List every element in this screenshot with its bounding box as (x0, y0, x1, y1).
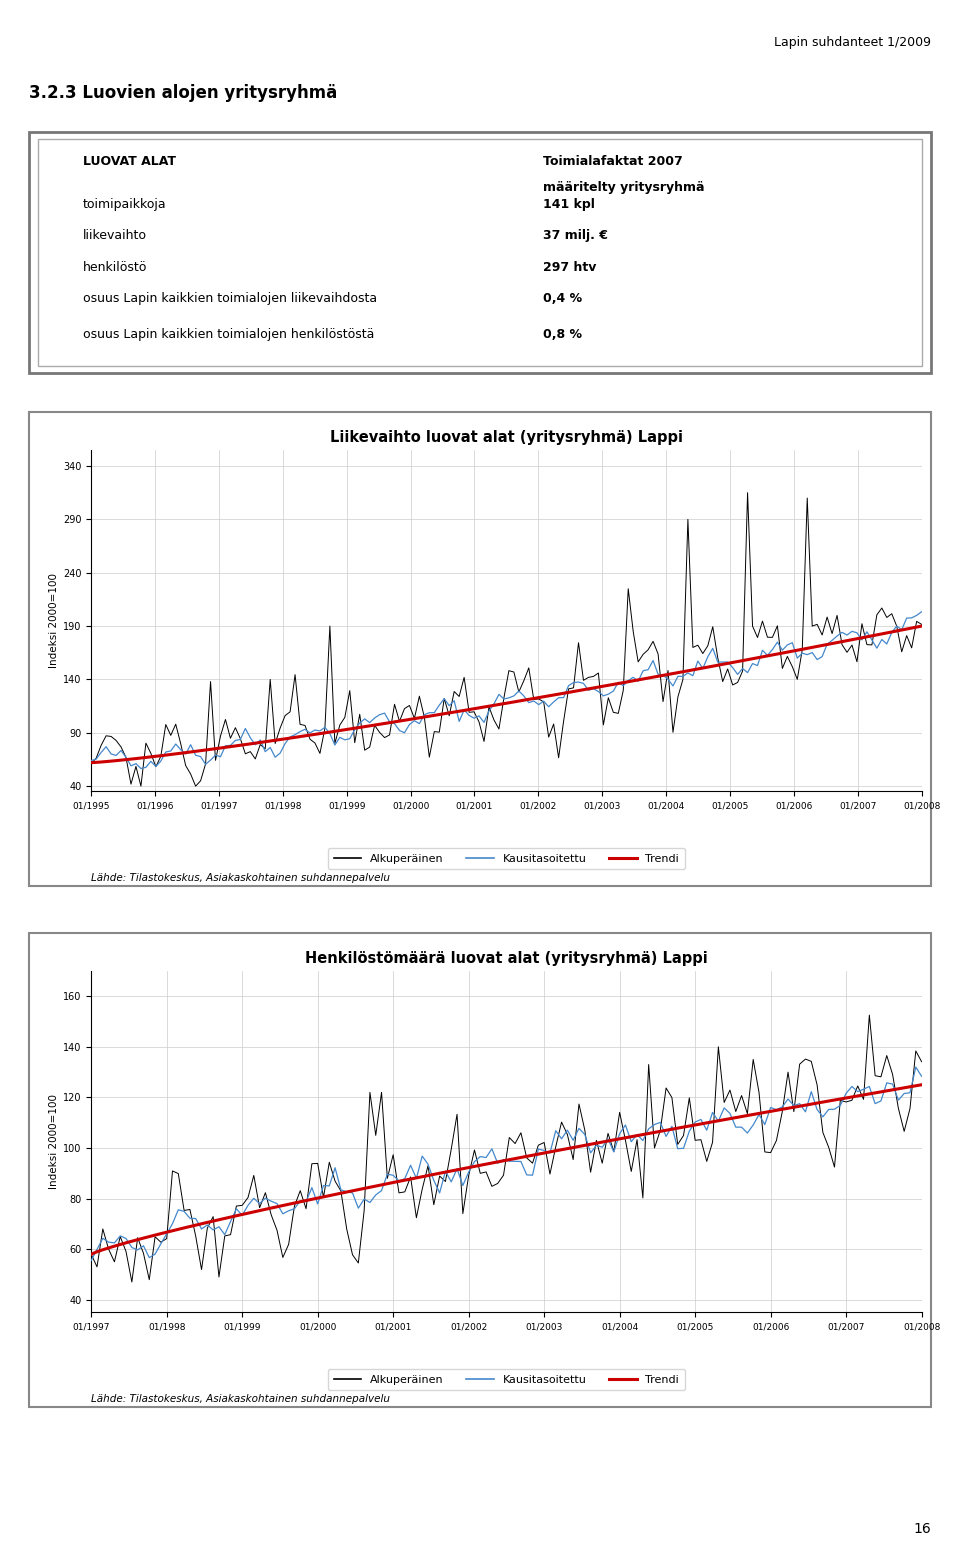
Text: Lapin suhdanteet 1/2009: Lapin suhdanteet 1/2009 (774, 36, 931, 50)
Text: osuus Lapin kaikkien toimialojen liikevaihdosta: osuus Lapin kaikkien toimialojen liikeva… (83, 292, 377, 305)
Text: 16: 16 (914, 1522, 931, 1536)
Text: Lähde: Tilastokeskus, Asiakaskohtainen suhdannepalvelu: Lähde: Tilastokeskus, Asiakaskohtainen s… (91, 874, 390, 883)
Text: Toimialafaktat 2007: Toimialafaktat 2007 (543, 154, 683, 168)
Y-axis label: Indeksi 2000=100: Indeksi 2000=100 (49, 1095, 59, 1190)
Y-axis label: Indeksi 2000=100: Indeksi 2000=100 (49, 574, 59, 669)
Legend: Alkuperäinen, Kausitasoitettu, Trendi: Alkuperäinen, Kausitasoitettu, Trendi (328, 1370, 684, 1390)
Text: 3.2.3 Luovien alojen yritysryhmä: 3.2.3 Luovien alojen yritysryhmä (29, 84, 337, 103)
Text: Lähde: Tilastokeskus, Asiakaskohtainen suhdannepalvelu: Lähde: Tilastokeskus, Asiakaskohtainen s… (91, 1395, 390, 1404)
Text: 297 htv: 297 htv (543, 261, 596, 274)
Title: Henkilöstömäärä luovat alat (yritysryhmä) Lappi: Henkilöstömäärä luovat alat (yritysryhmä… (305, 950, 708, 966)
Text: LUOVAT ALAT: LUOVAT ALAT (83, 154, 176, 168)
Text: 37 milj. €: 37 milj. € (543, 229, 609, 243)
Text: henkilöstö: henkilöstö (83, 261, 147, 274)
Text: toimipaikkoja: toimipaikkoja (83, 197, 167, 211)
Text: määritelty yritysryhmä: määritelty yritysryhmä (543, 180, 705, 194)
Text: osuus Lapin kaikkien toimialojen henkilöstöstä: osuus Lapin kaikkien toimialojen henkilö… (83, 328, 374, 341)
Text: 0,4 %: 0,4 % (543, 292, 583, 305)
Text: 0,8 %: 0,8 % (543, 328, 582, 341)
Legend: Alkuperäinen, Kausitasoitettu, Trendi: Alkuperäinen, Kausitasoitettu, Trendi (328, 849, 684, 869)
Text: 141 kpl: 141 kpl (543, 197, 595, 211)
Title: Liikevaihto luovat alat (yritysryhmä) Lappi: Liikevaihto luovat alat (yritysryhmä) La… (330, 429, 683, 445)
Text: liikevaihto: liikevaihto (83, 229, 147, 243)
